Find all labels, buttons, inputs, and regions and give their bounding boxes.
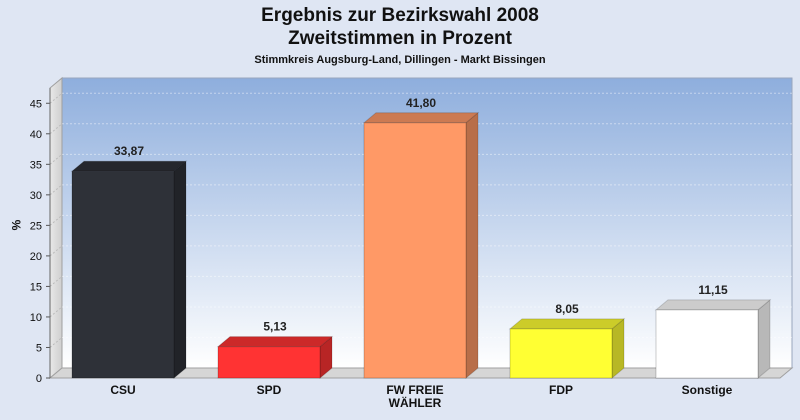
category-label: CSU <box>110 383 135 397</box>
category-label: FW FREIE <box>386 383 443 397</box>
y-tick-label: 30 <box>30 190 42 202</box>
y-tick-label: 5 <box>36 342 42 354</box>
category-label: FDP <box>549 383 573 397</box>
bar <box>362 111 480 380</box>
chart-title-line-1: Ergebnis zur Bezirkswahl 2008 <box>261 5 539 26</box>
bar <box>216 335 334 380</box>
grid-line <box>49 184 63 196</box>
grid-line <box>49 92 63 104</box>
chart-title-line-2: Zweitstimmen in Prozent <box>288 28 512 49</box>
grid-line <box>49 214 63 226</box>
category-label: WÄHLER <box>389 395 442 410</box>
bars <box>70 111 772 380</box>
y-tick-label: 45 <box>30 98 42 110</box>
y-tick-label: 0 <box>36 373 42 385</box>
category-label: SPD <box>257 383 282 397</box>
y-tick-label: 35 <box>30 159 42 171</box>
y-tick-label: 10 <box>30 312 42 324</box>
value-label: 11,15 <box>698 283 728 297</box>
grid-line <box>49 276 63 287</box>
chart-title: Ergebnis zur Bezirkswahl 2008 Zweitstimm… <box>0 4 800 50</box>
bar <box>508 317 626 380</box>
grid-line <box>49 153 63 165</box>
grid-line <box>49 123 63 135</box>
value-label: 5,13 <box>263 320 287 334</box>
value-label: 41,80 <box>406 96 436 110</box>
value-label: 33,87 <box>114 144 144 158</box>
bar <box>70 160 188 380</box>
category-label: Sonstige <box>682 383 733 397</box>
chart-subtitle: Stimmkreis Augsburg-Land, Dillingen - Ma… <box>254 54 546 66</box>
grid-line <box>49 306 63 318</box>
y-tick-label: 40 <box>30 129 42 141</box>
y-tick-label: 25 <box>30 220 42 232</box>
y-tick-label: 15 <box>30 281 42 293</box>
value-label: 8,05 <box>555 302 579 316</box>
bar <box>654 298 772 380</box>
grid-line <box>49 245 63 257</box>
grid-line <box>49 337 63 348</box>
y-axis: 0 5 10 15 20 25 30 35 40 45 <box>30 88 51 385</box>
y-tick-label: 20 <box>30 251 42 263</box>
